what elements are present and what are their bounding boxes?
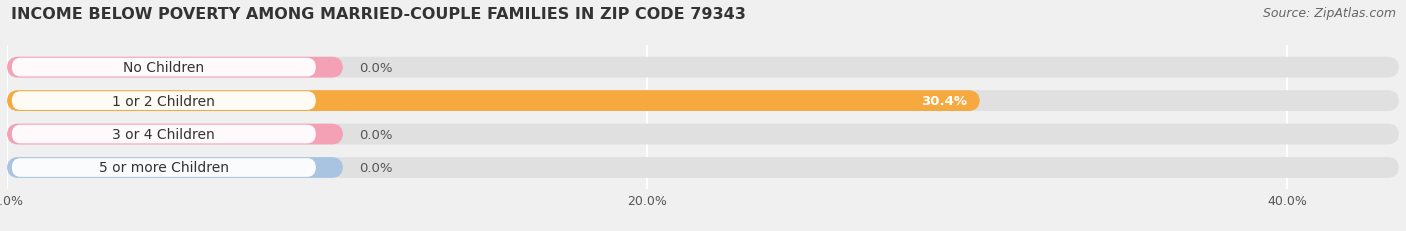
Text: 3 or 4 Children: 3 or 4 Children xyxy=(112,128,215,141)
FancyBboxPatch shape xyxy=(7,58,343,78)
Text: 0.0%: 0.0% xyxy=(359,61,392,74)
FancyBboxPatch shape xyxy=(11,92,316,110)
FancyBboxPatch shape xyxy=(7,124,343,145)
FancyBboxPatch shape xyxy=(7,91,980,112)
Text: No Children: No Children xyxy=(124,61,204,75)
FancyBboxPatch shape xyxy=(7,124,1399,145)
Text: 1 or 2 Children: 1 or 2 Children xyxy=(112,94,215,108)
FancyBboxPatch shape xyxy=(11,158,316,177)
FancyBboxPatch shape xyxy=(11,125,316,144)
Text: Source: ZipAtlas.com: Source: ZipAtlas.com xyxy=(1263,7,1396,20)
FancyBboxPatch shape xyxy=(7,91,1399,112)
FancyBboxPatch shape xyxy=(7,58,1399,78)
Text: 0.0%: 0.0% xyxy=(359,128,392,141)
FancyBboxPatch shape xyxy=(7,158,343,178)
Text: 5 or more Children: 5 or more Children xyxy=(98,161,229,175)
Text: INCOME BELOW POVERTY AMONG MARRIED-COUPLE FAMILIES IN ZIP CODE 79343: INCOME BELOW POVERTY AMONG MARRIED-COUPL… xyxy=(11,7,747,22)
FancyBboxPatch shape xyxy=(7,158,1399,178)
Text: 30.4%: 30.4% xyxy=(921,95,967,108)
Text: 0.0%: 0.0% xyxy=(359,161,392,174)
FancyBboxPatch shape xyxy=(11,58,316,77)
